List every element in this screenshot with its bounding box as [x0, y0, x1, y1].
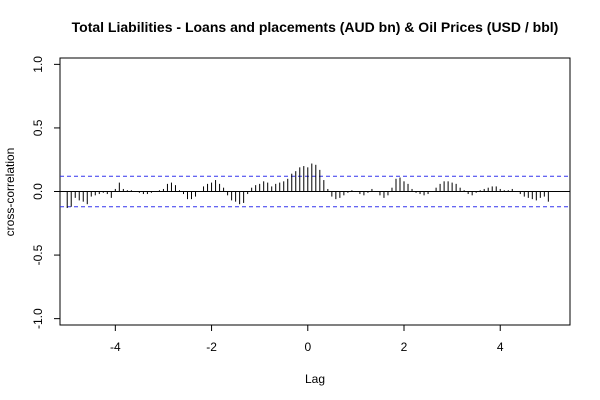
x-tick-label: 4 [497, 340, 504, 354]
x-tick-label: 2 [401, 340, 408, 354]
y-tick-label: 0.0 [31, 183, 45, 200]
y-tick-label: 1.0 [31, 56, 45, 73]
plot-area: -4 -2 0 2 4 -1.0 -0.5 0.0 0.5 1.0 [31, 56, 571, 354]
x-axis-label: Lag [305, 372, 325, 386]
x-tick-label: 0 [304, 340, 311, 354]
y-tick-label: 0.5 [31, 119, 45, 136]
y-axis-label: cross-correlation [3, 148, 17, 237]
x-tick-label: -2 [206, 340, 217, 354]
x-tick-label: -4 [110, 340, 121, 354]
chart-title: Total Liabilities - Loans and placements… [72, 19, 559, 35]
y-tick-label: -1.0 [31, 308, 45, 329]
y-tick-label: -0.5 [31, 244, 45, 265]
